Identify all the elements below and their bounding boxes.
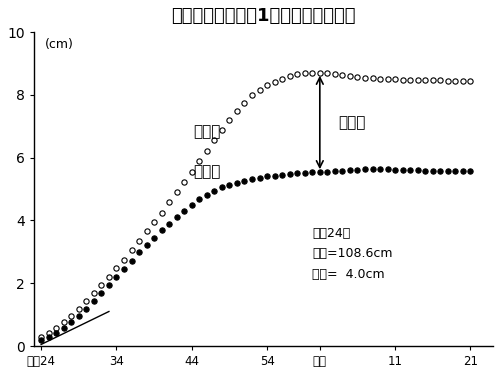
Text: (cm): (cm) [45, 38, 74, 51]
Text: 座高差: 座高差 [338, 116, 366, 130]
Title: 身長の推移、小学1年生（男女同じ）: 身長の推移、小学1年生（男女同じ） [171, 7, 356, 25]
Text: 脚長差: 脚長差 [193, 165, 220, 180]
Text: 昭和24年: 昭和24年 [312, 227, 350, 240]
Text: 身長=108.6cm: 身長=108.6cm [312, 247, 393, 260]
Text: 身長差: 身長差 [193, 124, 220, 139]
Text: 脚長=  4.0cm: 脚長= 4.0cm [312, 267, 385, 280]
